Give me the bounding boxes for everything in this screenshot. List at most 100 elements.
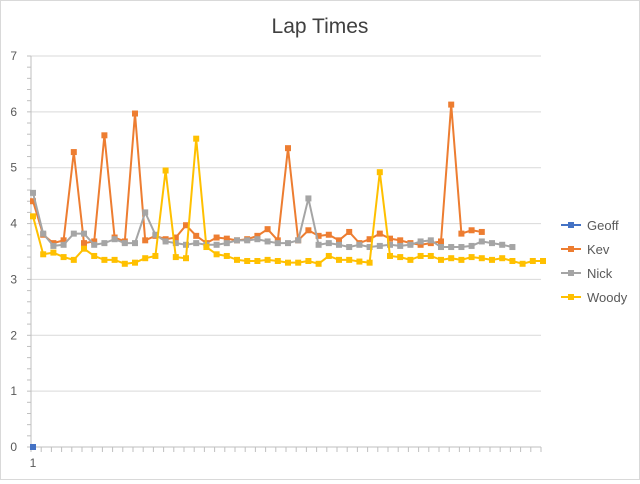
data-point <box>81 240 87 247</box>
data-point <box>387 252 393 259</box>
data-point <box>91 252 98 259</box>
data-point <box>264 238 271 245</box>
data-point <box>468 227 475 234</box>
data-point <box>346 228 353 235</box>
data-point <box>366 244 373 251</box>
data-point <box>468 254 475 261</box>
data-point <box>387 241 393 248</box>
data-point <box>254 232 261 239</box>
data-point <box>438 244 444 251</box>
data-point <box>325 240 332 247</box>
data-point <box>60 254 67 261</box>
data-point <box>478 238 485 245</box>
y-tick-label: 4 <box>10 217 17 231</box>
data-point <box>193 135 200 142</box>
legend-marker <box>568 270 574 276</box>
legend-item-geoff: Geoff <box>561 218 619 233</box>
data-point <box>325 252 332 259</box>
data-point <box>397 254 404 261</box>
data-point <box>295 259 302 266</box>
data-point <box>132 110 138 117</box>
data-point <box>397 237 404 244</box>
data-point <box>234 237 240 244</box>
legend-item-kev: Kev <box>561 242 610 257</box>
data-point <box>183 255 189 262</box>
data-point <box>50 242 57 249</box>
data-point <box>152 231 159 238</box>
data-point <box>81 230 87 237</box>
data-point <box>438 238 444 245</box>
data-point <box>70 149 77 156</box>
data-point <box>254 257 261 264</box>
data-point <box>142 255 149 262</box>
data-point <box>458 244 465 251</box>
data-point <box>172 254 179 261</box>
data-point <box>509 244 516 251</box>
legend-marker <box>568 294 574 300</box>
data-point <box>70 256 77 263</box>
series-geoff <box>30 444 36 450</box>
data-point <box>448 255 455 262</box>
data-point <box>427 237 434 244</box>
data-point <box>285 259 291 266</box>
data-point <box>223 240 230 247</box>
data-point <box>30 189 36 196</box>
data-point <box>101 240 108 247</box>
series-kev <box>30 101 485 248</box>
data-point <box>336 237 342 244</box>
y-tick-label: 5 <box>10 161 17 175</box>
data-point <box>438 256 444 263</box>
data-point <box>448 101 455 108</box>
data-point <box>244 257 251 264</box>
data-point <box>132 259 138 266</box>
data-point <box>305 227 312 234</box>
data-point <box>417 238 424 245</box>
data-point <box>162 167 169 174</box>
data-point <box>458 256 465 263</box>
data-point <box>30 444 36 450</box>
data-point <box>111 236 118 243</box>
data-point <box>427 252 434 259</box>
data-point <box>172 240 179 247</box>
data-point <box>30 198 36 205</box>
data-point <box>305 195 312 202</box>
data-point <box>366 236 373 243</box>
data-point <box>315 260 322 267</box>
y-tick-label: 0 <box>10 440 17 454</box>
data-point <box>376 169 383 176</box>
data-point <box>91 238 98 245</box>
data-point <box>376 242 383 249</box>
data-point <box>540 257 546 264</box>
legend-label: Kev <box>587 242 610 257</box>
data-point <box>387 235 393 242</box>
legend-label: Geoff <box>587 218 619 233</box>
data-point <box>285 240 291 247</box>
data-point <box>397 242 404 249</box>
data-point <box>234 256 240 263</box>
data-point <box>40 251 47 258</box>
data-point <box>336 241 342 248</box>
data-point <box>346 256 353 263</box>
data-point <box>91 241 98 248</box>
data-point <box>489 256 495 263</box>
data-point <box>264 256 271 263</box>
data-point <box>121 260 128 267</box>
data-point <box>336 256 342 263</box>
data-point <box>509 257 516 264</box>
data-point <box>519 260 526 267</box>
data-point <box>499 255 506 262</box>
data-point <box>50 249 57 256</box>
legend-label: Nick <box>587 266 613 281</box>
data-point <box>489 240 495 247</box>
data-point <box>213 241 220 248</box>
data-point <box>244 237 251 244</box>
data-point <box>458 230 465 237</box>
data-point <box>417 252 424 259</box>
y-tick-label: 2 <box>10 328 17 342</box>
legend-marker <box>568 246 574 252</box>
data-point <box>315 232 322 239</box>
data-point <box>40 230 47 237</box>
data-point <box>70 230 77 237</box>
